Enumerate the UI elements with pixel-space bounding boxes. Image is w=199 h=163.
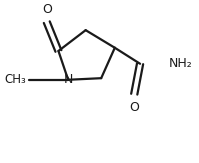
- Text: CH₃: CH₃: [5, 73, 26, 86]
- Text: O: O: [42, 3, 52, 16]
- Text: O: O: [129, 101, 139, 114]
- Text: NH₂: NH₂: [169, 57, 193, 70]
- Text: N: N: [63, 73, 73, 86]
